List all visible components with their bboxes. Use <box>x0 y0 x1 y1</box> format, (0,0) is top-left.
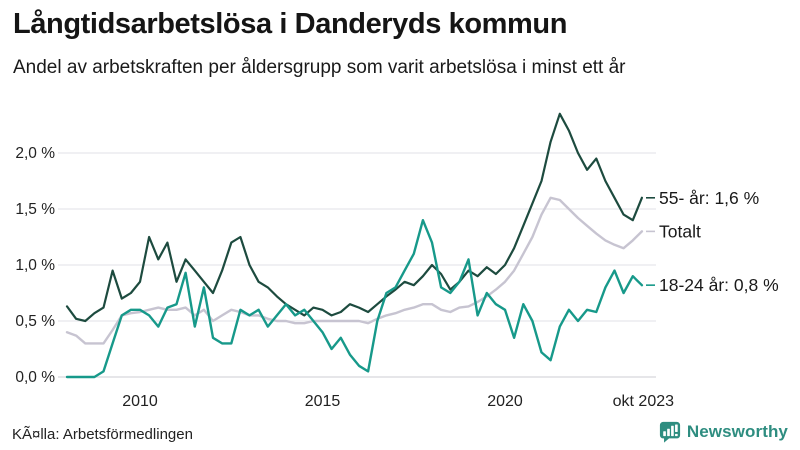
y-tick-label: 1,5 % <box>15 201 55 218</box>
x-tick-label: okt 2023 <box>613 393 674 410</box>
source-text: KÃ¤lla: Arbetsförmedlingen <box>12 426 193 443</box>
series-annotation-label-0: 55- år: 1,6 % <box>659 188 759 208</box>
chart-subtitle: Andel av arbetskraften per åldersgrupp s… <box>13 57 626 78</box>
y-tick-label: 0,0 % <box>15 369 55 386</box>
unemployment-line-chart: 0,0 % 0,5 % 1,0 % 1,5 % 2,0 % 2010 2015 2020 okt… <box>15 112 779 410</box>
series-line-0 <box>65 112 644 323</box>
series-annotation-label-2: 18-24 år: 0,8 % <box>659 275 779 295</box>
chart-title: Långtidsarbetslösa i Danderyds kommun <box>13 8 568 40</box>
series-line-2 <box>65 218 644 379</box>
x-tick-label: 2020 <box>487 393 523 410</box>
series-line-1 <box>65 196 644 345</box>
newsworthy-logo: Newsworthy <box>659 421 788 443</box>
newsworthy-bubble-chart-icon <box>659 421 680 443</box>
y-tick-label: 1,0 % <box>15 257 55 274</box>
x-tick-label: 2015 <box>305 393 341 410</box>
newsworthy-wordmark: Newsworthy <box>686 422 788 441</box>
y-tick-label: 2,0 % <box>15 145 55 162</box>
y-tick-label: 0,5 % <box>15 313 55 330</box>
series-annotation-label-1: Totalt <box>659 221 701 241</box>
x-tick-label: 2010 <box>122 393 158 410</box>
